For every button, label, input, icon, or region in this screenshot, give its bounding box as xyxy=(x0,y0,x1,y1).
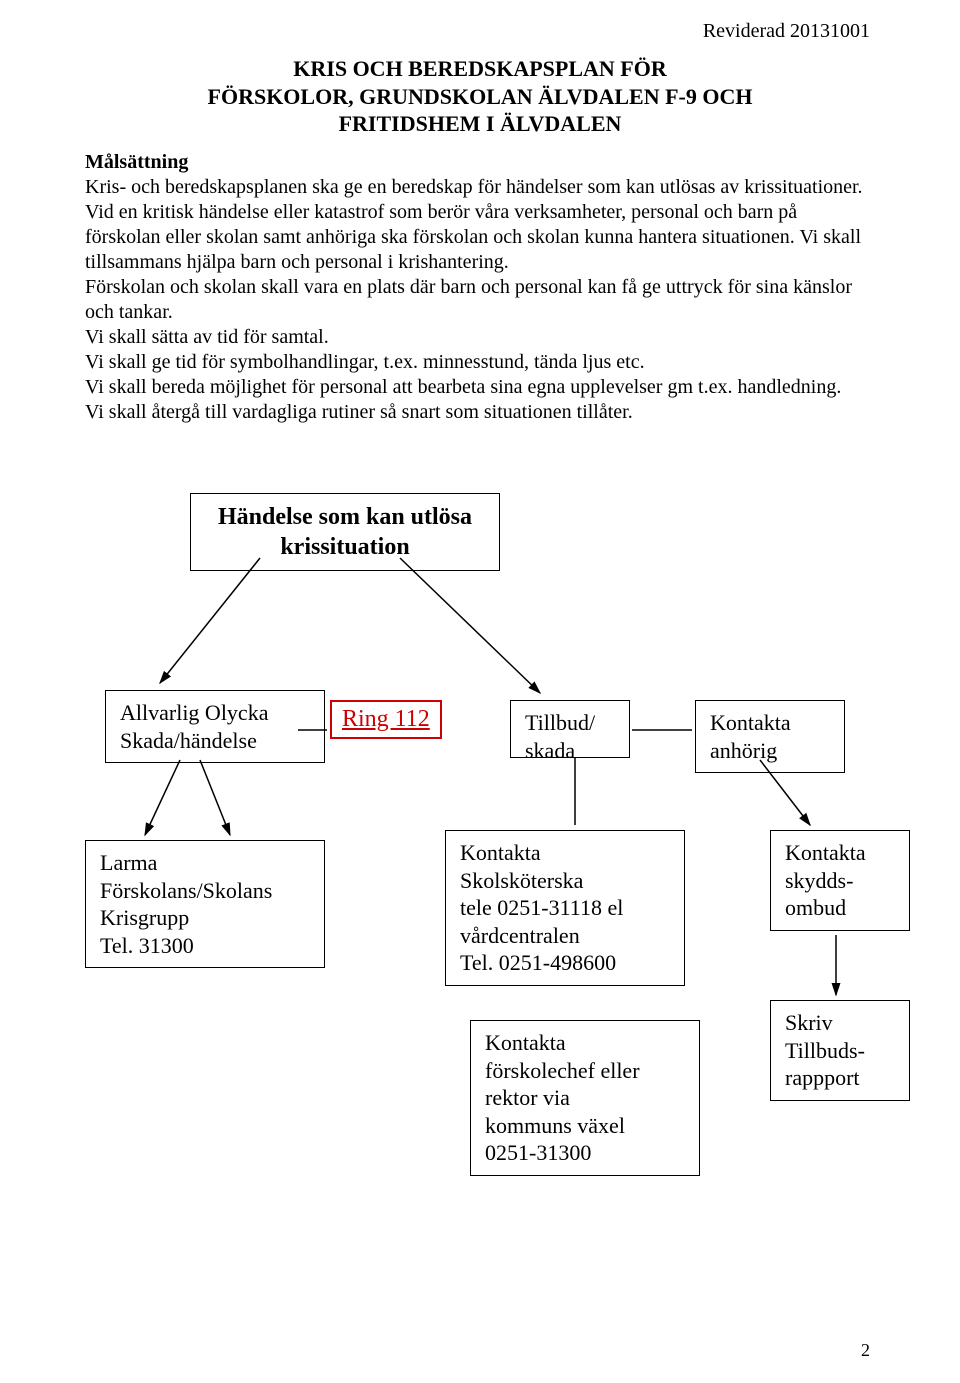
page-number: 2 xyxy=(861,1340,870,1361)
skydd-line-3: ombud xyxy=(785,895,846,920)
larma-line-4: Tel. 31300 xyxy=(100,933,194,958)
chef-box: Kontakta förskolechef eller rektor via k… xyxy=(470,1020,700,1176)
rapp-line-3: rappport xyxy=(785,1065,860,1090)
anhorig-line-2: anhörig xyxy=(710,738,777,763)
rapport-box: Skriv Tillbuds- rappport xyxy=(770,1000,910,1101)
paragraph-3: Vi skall sätta av tid för samtal. xyxy=(85,326,329,348)
skot-line-2: Skolsköterska xyxy=(460,868,583,893)
event-box: Händelse som kan utlösa krissituation xyxy=(190,493,500,571)
page: Reviderad 20131001 KRIS OCH BEREDSKAPSPL… xyxy=(0,0,960,1383)
paragraph-5: Vi skall bereda möjlighet för personal a… xyxy=(85,376,841,398)
paragraph-6: Vi skall återgå till vardagliga rutiner … xyxy=(85,401,633,423)
chef-line-1: Kontakta xyxy=(485,1030,566,1055)
skot-line-1: Kontakta xyxy=(460,840,541,865)
larma-line-1: Larma xyxy=(100,850,157,875)
skyddsombud-box: Kontakta skydds- ombud xyxy=(770,830,910,931)
anhorig-box: Kontakta anhörig xyxy=(695,700,845,773)
ring-112-text: Ring 112 xyxy=(342,706,430,732)
skot-line-3: tele 0251-31118 el xyxy=(460,895,623,920)
paragraph-2: Förskolan och skolan skall vara en plats… xyxy=(85,276,852,323)
anhorig-line-1: Kontakta xyxy=(710,710,791,735)
chef-line-5: 0251-31300 xyxy=(485,1140,591,1165)
title-line-3: FRITIDSHEM I ÄLVDALEN xyxy=(339,111,622,136)
skydd-line-1: Kontakta xyxy=(785,840,866,865)
subheading: Målsättning xyxy=(85,151,188,173)
skoterska-box: Kontakta Skolsköterska tele 0251-31118 e… xyxy=(445,830,685,986)
olycka-line-2: Skada/händelse xyxy=(120,728,257,753)
skydd-line-2: skydds- xyxy=(785,868,853,893)
event-line-2: krissituation xyxy=(280,534,409,560)
document-title: KRIS OCH BEREDSKAPSPLAN FÖR FÖRSKOLOR, G… xyxy=(0,55,960,138)
paragraph-1: Kris- och beredskapsplanen ska ge en ber… xyxy=(85,176,863,273)
chef-line-4: kommuns växel xyxy=(485,1113,625,1138)
event-line-1: Händelse som kan utlösa xyxy=(218,504,472,530)
larma-line-2: Förskolans/Skolans xyxy=(100,878,272,903)
tillbud-line-1: Tillbud/ xyxy=(525,710,595,735)
chef-line-3: rektor via xyxy=(485,1085,570,1110)
olycka-box: Allvarlig Olycka Skada/händelse xyxy=(105,690,325,763)
tillbud-box: Tillbud/ skada xyxy=(510,700,630,758)
olycka-line-1: Allvarlig Olycka xyxy=(120,700,268,725)
ring-112-box: Ring 112 xyxy=(330,700,442,739)
title-line-2: FÖRSKOLOR, GRUNDSKOLAN ÄLVDALEN F-9 OCH xyxy=(208,84,753,109)
rapp-line-2: Tillbuds- xyxy=(785,1038,865,1063)
paragraph-4: Vi skall ge tid för symbolhandlingar, t.… xyxy=(85,351,645,373)
skot-line-5: Tel. 0251-498600 xyxy=(460,950,616,975)
chef-line-2: förskolechef eller xyxy=(485,1058,640,1083)
larma-line-3: Krisgrupp xyxy=(100,905,189,930)
larma-box: Larma Förskolans/Skolans Krisgrupp Tel. … xyxy=(85,840,325,968)
revision-date: Reviderad 20131001 xyxy=(703,20,870,43)
body-text: Målsättning Kris- och beredskapsplanen s… xyxy=(85,150,875,425)
rapp-line-1: Skriv xyxy=(785,1010,833,1035)
title-line-1: KRIS OCH BEREDSKAPSPLAN FÖR xyxy=(293,56,666,81)
skot-line-4: vårdcentralen xyxy=(460,923,580,948)
tillbud-line-2: skada xyxy=(525,738,575,759)
